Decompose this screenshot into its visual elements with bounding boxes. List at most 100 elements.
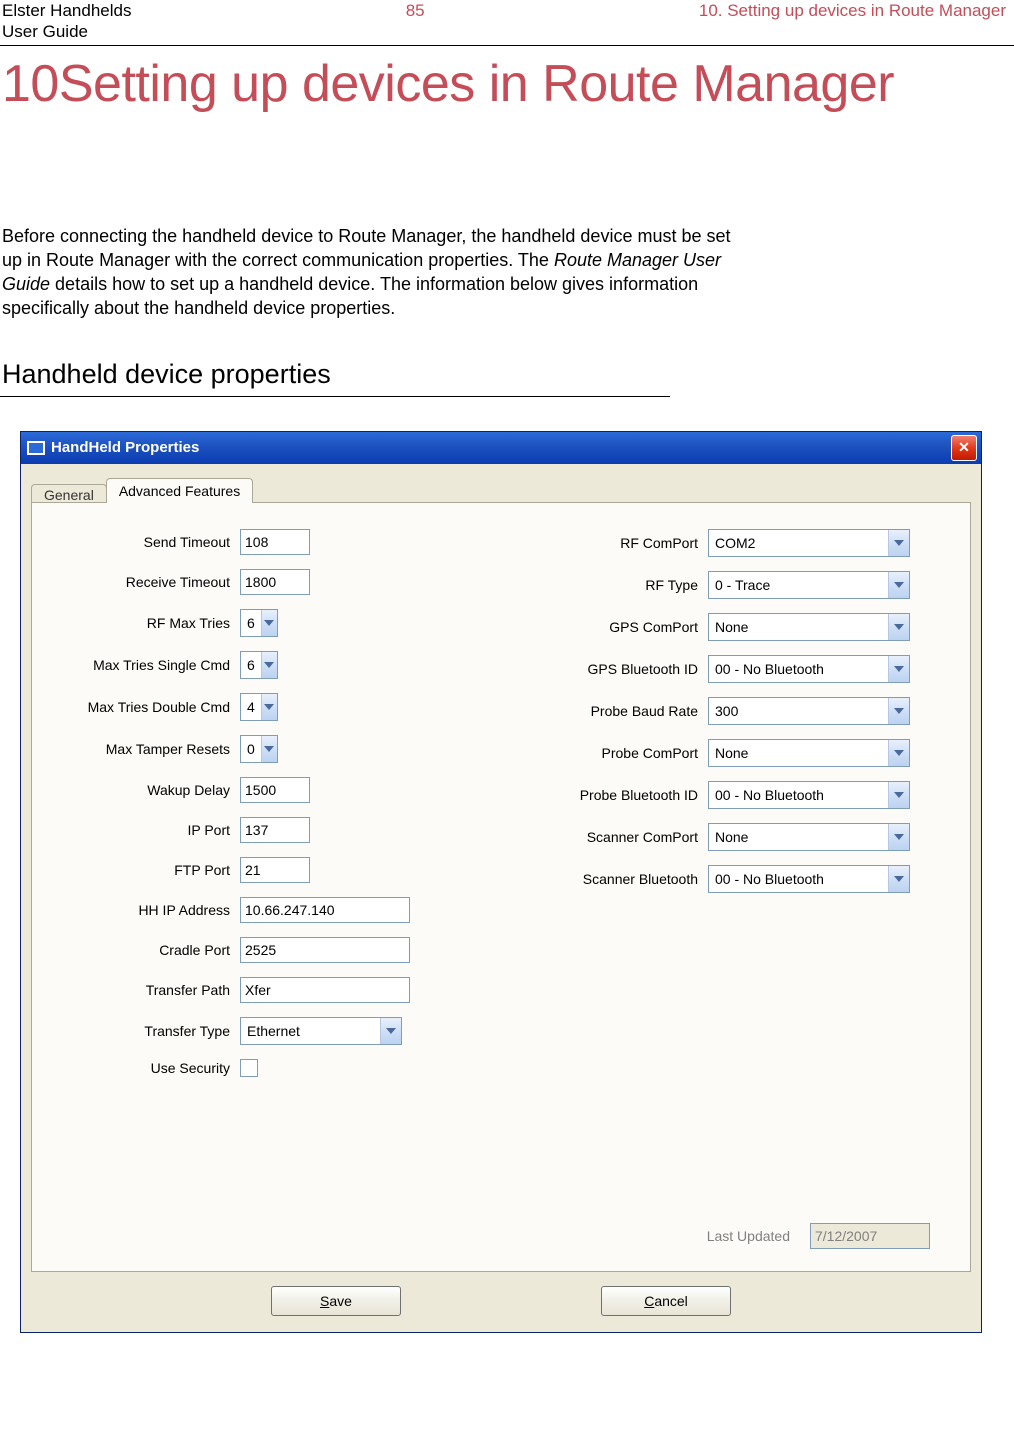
- dropdown-value: None: [709, 614, 888, 640]
- chevron-down-icon: [888, 782, 909, 808]
- dropdown-value: 300: [709, 698, 888, 724]
- row-max-tries-double: Max Tries Double Cmd 4: [52, 693, 474, 721]
- dropdown-scanner-bluetooth[interactable]: 00 - No Bluetooth: [708, 865, 910, 893]
- dropdown-value: 0: [241, 736, 261, 762]
- row-gps-bluetooth: GPS Bluetooth ID 00 - No Bluetooth: [528, 655, 950, 683]
- row-ftp-port: FTP Port: [52, 857, 474, 883]
- label-transfer-type: Transfer Type: [52, 1023, 240, 1039]
- label-probe-bluetooth: Probe Bluetooth ID: [528, 787, 708, 803]
- label-use-security: Use Security: [52, 1060, 240, 1076]
- dropdown-max-tamper-resets[interactable]: 0: [240, 735, 278, 763]
- dropdown-value: 0 - Trace: [709, 572, 888, 598]
- dropdown-gps-bluetooth[interactable]: 00 - No Bluetooth: [708, 655, 910, 683]
- header-right: 10. Setting up devices in Route Manager: [699, 0, 1006, 21]
- row-send-timeout: Send Timeout: [52, 529, 474, 555]
- row-max-tamper-resets: Max Tamper Resets 0: [52, 735, 474, 763]
- input-ftp-port[interactable]: [240, 857, 310, 883]
- save-button[interactable]: Save: [271, 1286, 401, 1316]
- input-wakup-delay[interactable]: [240, 777, 310, 803]
- dropdown-rf-max-tries[interactable]: 6: [240, 609, 278, 637]
- chevron-down-icon: [261, 610, 277, 636]
- left-column: Send Timeout Receive Timeout RF Max Trie…: [52, 529, 474, 1091]
- dropdown-probe-baud[interactable]: 300: [708, 697, 910, 725]
- chevron-down-icon: [888, 698, 909, 724]
- dropdown-gps-comport[interactable]: None: [708, 613, 910, 641]
- chevron-down-icon: [380, 1018, 401, 1044]
- input-ip-port[interactable]: [240, 817, 310, 843]
- intro-paragraph: Before connecting the handheld device to…: [2, 224, 742, 321]
- row-transfer-path: Transfer Path: [52, 977, 474, 1003]
- chapter-name: Setting up devices in Route Manager: [59, 55, 894, 113]
- label-rf-max-tries: RF Max Tries: [52, 615, 240, 631]
- label-hh-ip-address: HH IP Address: [52, 902, 240, 918]
- right-column: RF ComPort COM2 RF Type 0 - Trace: [528, 529, 950, 1091]
- chevron-down-icon: [261, 736, 277, 762]
- row-scanner-comport: Scanner ComPort None: [528, 823, 950, 851]
- dropdown-max-tries-double[interactable]: 4: [240, 693, 278, 721]
- input-last-updated: [810, 1223, 930, 1249]
- input-receive-timeout[interactable]: [240, 569, 310, 595]
- form-grid: Send Timeout Receive Timeout RF Max Trie…: [52, 529, 950, 1091]
- row-scanner-bluetooth: Scanner Bluetooth 00 - No Bluetooth: [528, 865, 950, 893]
- close-button[interactable]: ✕: [951, 435, 977, 461]
- window-icon: [27, 441, 45, 455]
- input-send-timeout[interactable]: [240, 529, 310, 555]
- tab-advanced-features[interactable]: Advanced Features: [106, 478, 253, 503]
- input-transfer-path[interactable]: [240, 977, 410, 1003]
- dropdown-probe-comport[interactable]: None: [708, 739, 910, 767]
- cancel-underline: C: [644, 1293, 654, 1309]
- label-max-tries-double: Max Tries Double Cmd: [52, 699, 240, 715]
- dropdown-rf-type[interactable]: 0 - Trace: [708, 571, 910, 599]
- input-hh-ip-address[interactable]: [240, 897, 410, 923]
- row-max-tries-single: Max Tries Single Cmd 6: [52, 651, 474, 679]
- intro-after: details how to set up a handheld device.…: [2, 274, 698, 318]
- label-max-tamper-resets: Max Tamper Resets: [52, 741, 240, 757]
- dropdown-scanner-comport[interactable]: None: [708, 823, 910, 851]
- titlebar[interactable]: HandHeld Properties ✕: [21, 432, 981, 464]
- row-rf-max-tries: RF Max Tries 6: [52, 609, 474, 637]
- dropdown-probe-bluetooth[interactable]: 00 - No Bluetooth: [708, 781, 910, 809]
- label-last-updated: Last Updated: [707, 1228, 800, 1244]
- chapter-number: 10: [2, 55, 59, 113]
- dropdown-value: 4: [241, 694, 261, 720]
- row-hh-ip-address: HH IP Address: [52, 897, 474, 923]
- close-icon: ✕: [958, 439, 970, 456]
- header-left-line2: User Guide: [2, 22, 88, 41]
- input-cradle-port[interactable]: [240, 937, 410, 963]
- checkbox-use-security[interactable]: [240, 1059, 258, 1077]
- label-max-tries-single: Max Tries Single Cmd: [52, 657, 240, 673]
- dropdown-value: 00 - No Bluetooth: [709, 656, 888, 682]
- dropdown-value: 6: [241, 652, 261, 678]
- dropdown-transfer-type[interactable]: Ethernet: [240, 1017, 402, 1045]
- dropdown-value: None: [709, 740, 888, 766]
- cancel-button[interactable]: Cancel: [601, 1286, 731, 1316]
- dropdown-value: Ethernet: [241, 1018, 380, 1044]
- chevron-down-icon: [888, 866, 909, 892]
- chevron-down-icon: [888, 656, 909, 682]
- row-gps-comport: GPS ComPort None: [528, 613, 950, 641]
- label-gps-comport: GPS ComPort: [528, 619, 708, 635]
- row-probe-comport: Probe ComPort None: [528, 739, 950, 767]
- dropdown-max-tries-single[interactable]: 6: [240, 651, 278, 679]
- save-rest: ave: [329, 1293, 352, 1309]
- section-title: Handheld device properties: [2, 359, 1012, 390]
- dropdown-value: 00 - No Bluetooth: [709, 866, 888, 892]
- dropdown-rf-comport[interactable]: COM2: [708, 529, 910, 557]
- label-scanner-comport: Scanner ComPort: [528, 829, 708, 845]
- label-scanner-bluetooth: Scanner Bluetooth: [528, 871, 708, 887]
- label-rf-comport: RF ComPort: [528, 535, 708, 551]
- chevron-down-icon: [888, 530, 909, 556]
- row-receive-timeout: Receive Timeout: [52, 569, 474, 595]
- row-use-security: Use Security: [52, 1059, 474, 1077]
- chevron-down-icon: [888, 824, 909, 850]
- row-ip-port: IP Port: [52, 817, 474, 843]
- label-ftp-port: FTP Port: [52, 862, 240, 878]
- dropdown-value: None: [709, 824, 888, 850]
- row-wakup-delay: Wakup Delay: [52, 777, 474, 803]
- dropdown-value: 6: [241, 610, 261, 636]
- label-send-timeout: Send Timeout: [52, 534, 240, 550]
- button-row: Save Cancel: [31, 1286, 971, 1316]
- label-probe-baud: Probe Baud Rate: [528, 703, 708, 719]
- row-transfer-type: Transfer Type Ethernet: [52, 1017, 474, 1045]
- section-rule: [0, 396, 670, 397]
